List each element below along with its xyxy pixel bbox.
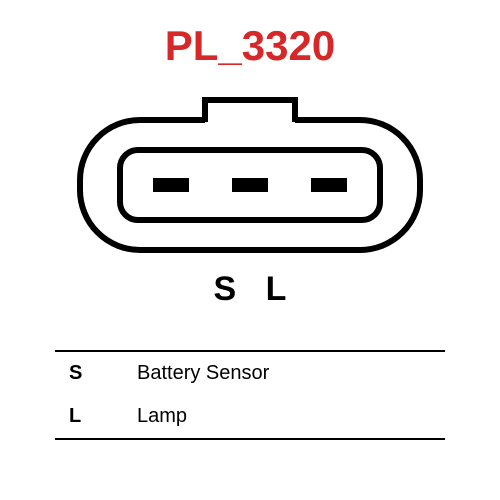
- pin-label-s: S: [214, 270, 237, 308]
- pin-slot-2: [232, 178, 268, 192]
- part-number-title: PL_3320: [0, 22, 500, 70]
- legend-desc: Battery Sensor: [123, 351, 445, 395]
- legend-code: S: [55, 351, 123, 395]
- pin-labels-row: S L: [0, 270, 500, 309]
- pin-slot-1: [153, 178, 189, 192]
- legend-code: L: [55, 395, 123, 439]
- pin-slot-3: [311, 178, 347, 192]
- table-row: S Battery Sensor: [55, 351, 445, 395]
- pin-label-l: L: [266, 270, 287, 308]
- legend-desc: Lamp: [123, 395, 445, 439]
- connector-diagram: [50, 70, 450, 300]
- legend-table: S Battery Sensor L Lamp: [55, 350, 445, 440]
- table-row: L Lamp: [55, 395, 445, 439]
